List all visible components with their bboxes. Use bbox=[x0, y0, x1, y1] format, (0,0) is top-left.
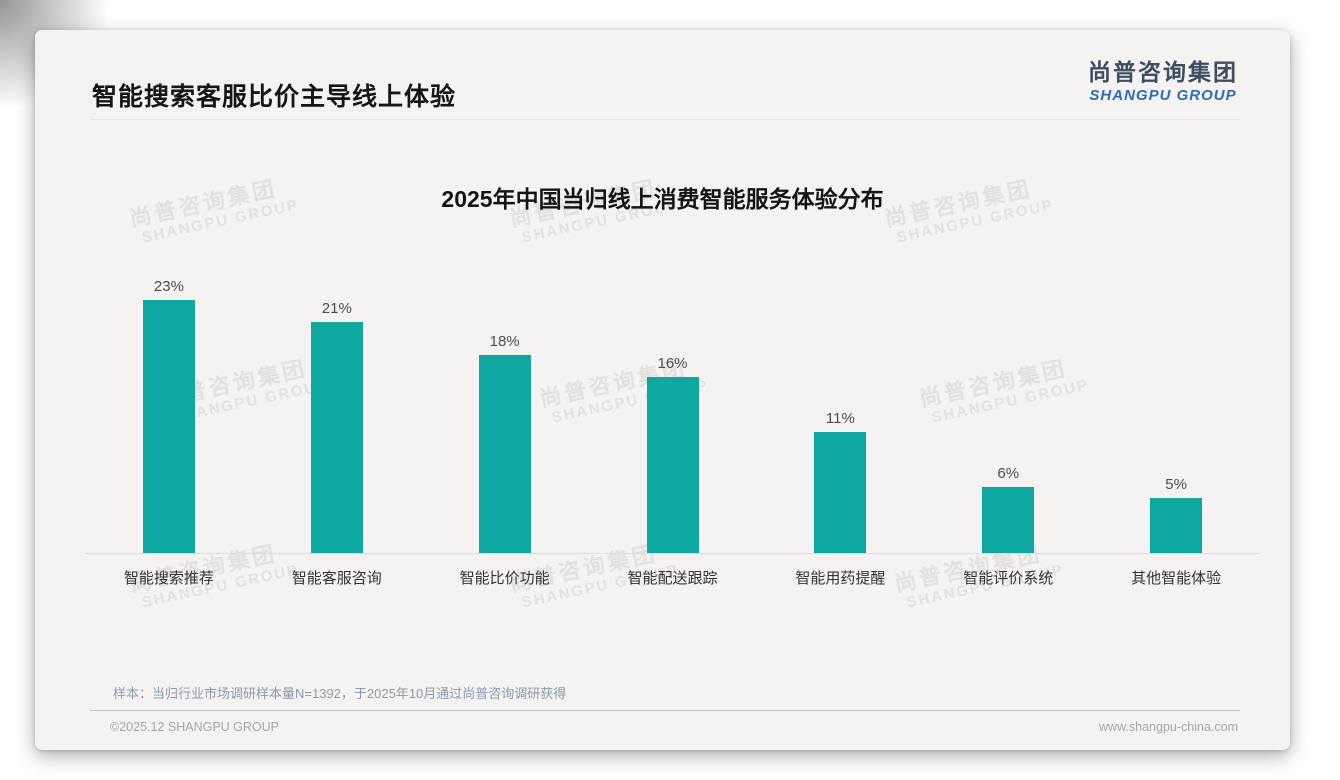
brand-logo-chinese: 尚普咨询集团 bbox=[1088, 59, 1238, 85]
page-title: 智能搜索客服比价主导线上体验 bbox=[92, 83, 457, 111]
category-label: 智能配送跟踪 bbox=[627, 570, 718, 587]
bar-group: 11% bbox=[756, 270, 924, 553]
website-url: www.shangpu-china.com bbox=[1099, 720, 1238, 734]
bar-group: 23% bbox=[85, 270, 253, 553]
bar bbox=[814, 432, 867, 553]
slide-card: 智能搜索客服比价主导线上体验 尚普咨询集团 SHANGPU GROUP 2025… bbox=[35, 30, 1290, 750]
bar-group: 21% bbox=[253, 270, 421, 553]
footer-divider bbox=[90, 710, 1240, 711]
chart-category-axis: 智能搜索推荐 智能客服咨询 智能比价功能 智能配送跟踪 智能用药提醒 智能评价系统 其他智能… bbox=[85, 554, 1260, 588]
bar-group: 6% bbox=[924, 270, 1092, 553]
sample-note: 样本：当归行业市场调研样本量N=1392，于2025年10月通过尚普咨询调研获得 bbox=[113, 686, 567, 701]
header-divider bbox=[90, 119, 1240, 120]
bar bbox=[310, 322, 363, 553]
bar-value-label: 11% bbox=[825, 410, 855, 427]
bar-group: 16% bbox=[589, 270, 757, 553]
bar-value-label: 5% bbox=[1165, 476, 1187, 493]
bar-value-label: 16% bbox=[657, 355, 688, 372]
category-label: 智能用药提醒 bbox=[795, 570, 886, 587]
bar bbox=[982, 487, 1035, 553]
category-label: 智能客服咨询 bbox=[291, 570, 382, 587]
category-label: 智能评价系统 bbox=[963, 570, 1054, 587]
brand-logo: 尚普咨询集团 SHANGPU GROUP bbox=[1088, 58, 1238, 106]
category-label: 智能比价功能 bbox=[459, 570, 550, 587]
copyright-text: ©2025.12 SHANGPU GROUP bbox=[110, 720, 279, 734]
bar-value-label: 21% bbox=[321, 300, 352, 317]
category-label: 智能搜索推荐 bbox=[123, 570, 214, 587]
bar-value-label: 23% bbox=[153, 278, 184, 295]
chart-title: 2025年中国当归线上消费智能服务体验分布 bbox=[441, 186, 884, 212]
bar-value-label: 6% bbox=[997, 465, 1020, 482]
bar bbox=[142, 300, 195, 553]
bar bbox=[478, 355, 531, 553]
bar bbox=[646, 377, 699, 553]
footer: ©2025.12 SHANGPU GROUP www.shangpu-china… bbox=[110, 720, 1238, 734]
brand-logo-english: SHANGPU GROUP bbox=[1089, 87, 1237, 104]
category-label: 其他智能体验 bbox=[1131, 570, 1222, 587]
bar-group: 5% bbox=[1092, 270, 1260, 553]
chart-plot-area: 23% 21% 18% 16% 11% 6% 5% bbox=[85, 270, 1260, 554]
bar-chart: 23% 21% 18% 16% 11% 6% 5% 智能搜索推荐 智能客服咨询 智能比价功能 智能… bbox=[85, 270, 1260, 588]
bar-value-label: 18% bbox=[489, 333, 520, 350]
bar bbox=[1150, 498, 1203, 553]
bar-group: 18% bbox=[421, 270, 589, 553]
